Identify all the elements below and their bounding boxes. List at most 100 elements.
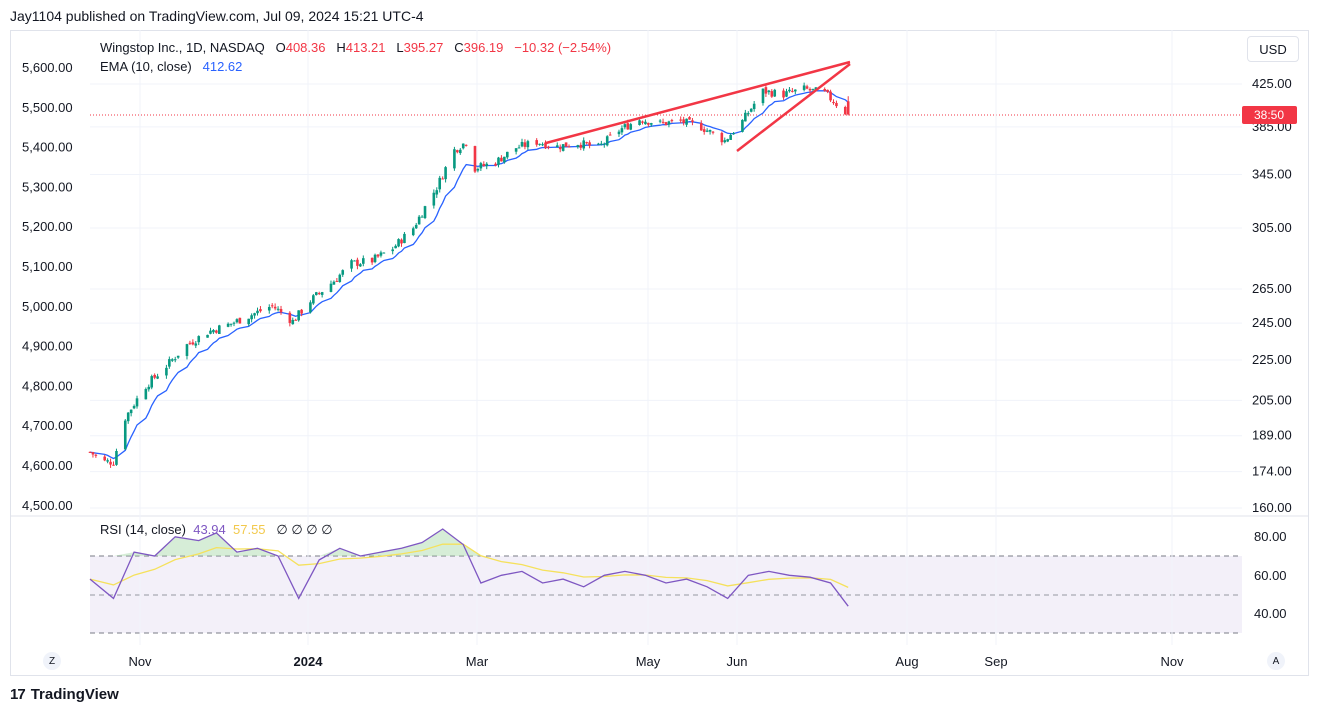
candle-body (620, 128, 624, 133)
left-axis-tick: 5,500.00 (22, 100, 73, 115)
candle-body (458, 149, 462, 154)
currency-button[interactable]: USD (1247, 36, 1299, 62)
x-axis-tick: Aug (895, 654, 918, 669)
candle-body (132, 406, 136, 409)
x-axis-tick: Nov (128, 654, 152, 669)
legend-low: L395.27 (396, 40, 444, 55)
candle-body (476, 169, 480, 171)
candle-body (582, 140, 586, 149)
candle-body (482, 163, 486, 166)
candle-body (547, 146, 550, 148)
candle-body (197, 336, 201, 343)
wedge-lower-line (736, 63, 851, 152)
publish-header: Jay1104 published on TradingView.com, Ju… (10, 8, 424, 24)
footer-brand[interactable]: 17 TradingView (10, 686, 119, 703)
legend-symbol: Wingstop Inc., 1D, NASDAQ (100, 40, 265, 55)
candle-body (359, 264, 362, 267)
legend-high: H413.21 (336, 40, 386, 55)
candle-body (764, 87, 768, 94)
candle-body (115, 451, 118, 465)
candle-body (514, 148, 518, 152)
left-axis: 5,600.00 5,500.00 5,400.00 5,300.00 5,200.00… (22, 60, 73, 513)
ema-value: 412.62 (202, 59, 243, 74)
candle-body (297, 310, 300, 321)
candle-body (558, 147, 562, 150)
candle-body (423, 206, 427, 219)
candle-body (417, 216, 421, 225)
candle-body (811, 88, 815, 90)
candle-body (435, 190, 439, 195)
candle-body (600, 143, 603, 145)
candle-body (752, 103, 756, 110)
candle-body (238, 317, 242, 324)
candle-body (626, 123, 630, 130)
left-axis-tick: 4,900.00 (22, 339, 73, 354)
candle-body (379, 252, 383, 256)
candle-body (444, 167, 447, 180)
candle-body (658, 120, 662, 122)
candle-body (123, 420, 127, 450)
candle-body (650, 123, 653, 125)
candle-body (711, 131, 715, 133)
rsi-axis-tick: 40.00 (1254, 606, 1287, 621)
candle-body (153, 374, 156, 378)
candle-body (605, 136, 609, 146)
ema-label: EMA (10, close) (100, 59, 192, 74)
zoom-z-button[interactable]: Z (43, 652, 61, 670)
candle-body (229, 323, 233, 325)
candle-body (720, 132, 724, 143)
left-axis-tick: 5,400.00 (22, 140, 73, 155)
tradingview-logo-icon: 17 (10, 686, 26, 703)
candle-body (185, 344, 189, 356)
right-axis-tick: 205.00 (1252, 392, 1292, 407)
left-axis-tick: 5,100.00 (22, 259, 73, 274)
candle-body (826, 89, 829, 93)
legend-open: O408.36 (275, 40, 326, 55)
candle-body (144, 389, 148, 400)
candle-body (641, 121, 644, 123)
candle-body (370, 257, 374, 263)
candle-body (691, 120, 694, 123)
candle-body (588, 142, 591, 146)
candle-body (617, 131, 621, 135)
auto-scale-button[interactable]: A (1267, 652, 1285, 670)
candle-body (782, 90, 785, 98)
candles (88, 82, 850, 468)
candle-body (194, 343, 198, 346)
candle-body (791, 90, 794, 92)
candle-body (788, 89, 791, 92)
x-axis-tick: Jun (727, 654, 748, 669)
candle-body (291, 319, 295, 325)
candle-body (702, 129, 706, 132)
candle-body (773, 89, 777, 97)
candle-body (391, 249, 394, 252)
left-axis-tick: 4,600.00 (22, 458, 73, 473)
candle-body (685, 118, 688, 125)
candle-body (585, 142, 588, 144)
right-axis-tick: 265.00 (1252, 281, 1292, 296)
candle-body (500, 157, 503, 162)
rsi-visibility-icons[interactable]: ∅ ∅ ∅ ∅ (276, 522, 333, 537)
candle-body (729, 134, 732, 140)
candle-body (541, 144, 544, 146)
candle-body (341, 270, 345, 275)
candle-body (317, 293, 321, 295)
candle-body (170, 359, 174, 361)
candle-body (191, 342, 195, 345)
right-axis-tick: 345.00 (1252, 167, 1292, 182)
candle-body (362, 258, 365, 264)
rsi-legend: RSI (14, close) 43.94 57.55 ∅ ∅ ∅ ∅ (100, 522, 333, 538)
candle-body (226, 323, 230, 327)
candle-body (91, 452, 95, 455)
candle-body (300, 309, 303, 314)
x-axis: Nov 2024 Mar May Jun Aug Sep Nov (128, 654, 1184, 669)
candle-body (749, 108, 753, 112)
candle-body (382, 252, 386, 254)
candle-body (259, 309, 262, 312)
candle-body (726, 139, 730, 142)
candle-body (353, 260, 356, 262)
candle-body (485, 163, 489, 167)
candle-body (829, 91, 832, 101)
chart-frame[interactable] (10, 30, 1309, 676)
